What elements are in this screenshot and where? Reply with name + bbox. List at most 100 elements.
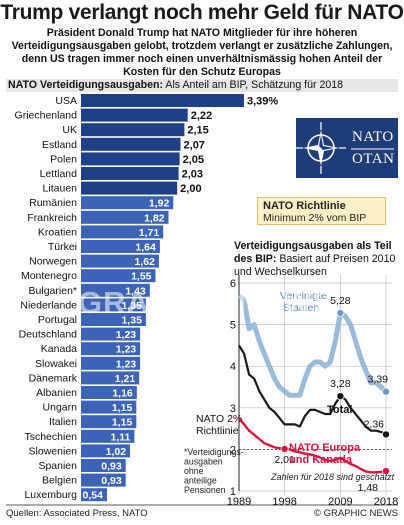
- intro-text: Präsident Donald Trump hat NATO Mitglied…: [11, 27, 393, 78]
- bar: [81, 210, 169, 224]
- bar-category-label: Griechenland: [15, 110, 78, 122]
- bar-category-label: Bulgarien*: [29, 285, 77, 297]
- bar-category-label: Slowenien: [29, 445, 78, 457]
- asterisk-note-line: anteilige: [184, 476, 217, 486]
- bar-category-label: Polen: [50, 153, 77, 165]
- bar-category-label: Tschechien: [24, 431, 77, 443]
- bar-value-label: 1,15: [112, 417, 133, 429]
- bar-chart-subtitle-rest: Als Anteil am BIP, Schätzung für 2018: [163, 79, 344, 91]
- bar-category-label: Italien: [49, 416, 77, 428]
- bar: [81, 167, 179, 180]
- bar-category-label: Niederlande: [20, 299, 77, 311]
- series-value-label: 2,01: [274, 454, 295, 466]
- guideline-subtitle: Minimum 2% vom BIP: [263, 212, 367, 224]
- line-chart-title-rest: Basiert auf Preisen 2010 und Wechselkurs…: [234, 253, 396, 278]
- bar: [81, 283, 150, 297]
- bar-value-label: 1,62: [134, 256, 155, 268]
- bar-category-label: Deutschland: [19, 329, 78, 341]
- bar: [81, 415, 137, 429]
- series-value-label: 5,28: [330, 295, 351, 307]
- credit-note: © GRAPHIC NEWS: [313, 508, 398, 519]
- bar-category-label: UK: [62, 124, 77, 136]
- bar-value-label: 1,64: [135, 242, 156, 254]
- bar-category-label: Spanien: [38, 460, 77, 472]
- page-title: Trump verlangt noch mehr Geld für NATO: [0, 1, 404, 24]
- series-name-europe: NATO Europa: [289, 442, 361, 454]
- series-line-europe: [238, 417, 387, 474]
- asterisk-note-line: Pensionen: [184, 485, 226, 495]
- series-value-label: 1,48: [358, 482, 379, 494]
- bar-category-label: Ungarn: [43, 402, 78, 414]
- bar-value-label: 1,21: [115, 373, 136, 385]
- series-value-label: 2,36: [364, 418, 385, 430]
- y-tick-label: 6: [230, 278, 236, 290]
- x-tick-label: 1989: [227, 496, 251, 508]
- series-point: [381, 387, 390, 396]
- bar-value-label: 0,93: [101, 461, 122, 473]
- bar: [81, 342, 141, 356]
- bar: [81, 269, 156, 283]
- x-tick-label: 1998: [272, 496, 296, 508]
- bar-category-label: Luxemburg: [24, 489, 77, 501]
- bar: [81, 488, 107, 502]
- nato-logo: NATO OTAN: [296, 118, 398, 178]
- guideline-title: NATO Richtlinie: [263, 200, 346, 212]
- y-tick-label: 3: [230, 403, 236, 415]
- bar-category-label: Norwegen: [29, 256, 77, 268]
- nato-logo-text-2: OTAN: [352, 151, 395, 167]
- y-tick-label: 5: [230, 320, 236, 332]
- x-tick-label: 2009: [328, 496, 352, 508]
- bar-value-label: 1,11: [111, 431, 131, 443]
- bar-value-label: 1,16: [112, 388, 133, 400]
- bar-value-label: 1,43: [125, 285, 146, 297]
- series-line-total: [238, 344, 387, 436]
- bar-category-label: Kroatien: [38, 226, 77, 238]
- nato-logo-text-1: NATO: [352, 129, 394, 145]
- y-tick-label: 2: [230, 444, 236, 456]
- bar-value-label: 1,92: [149, 198, 170, 210]
- guideline-box: NATO Richtlinie Minimum 2% vom BIP: [257, 197, 386, 225]
- reference-label: Richtlinie: [196, 425, 239, 437]
- series-name-us: Staaten: [283, 302, 319, 314]
- bar-value-label: 1,15: [112, 402, 133, 414]
- bar-category-label: Rumänien: [29, 197, 77, 209]
- series-point: [280, 444, 289, 453]
- bar-category-label: Portugal: [38, 314, 77, 326]
- bar: [81, 240, 160, 253]
- bar-category-label: Lettland: [40, 168, 78, 180]
- bar-value-label: 2,03: [182, 169, 203, 181]
- bar-category-label: Slowakei: [35, 358, 77, 370]
- asterisk-note-line: *Verteidigungs-: [184, 447, 244, 457]
- bar-category-label: Dänemark: [29, 372, 78, 384]
- series-name-us: Vereinigte: [280, 290, 327, 302]
- bar: [81, 473, 126, 487]
- line-chart-title-bold: Verteidigungsausgaben als Teil des BIP:: [234, 240, 392, 265]
- bar-value-label: 2,15: [187, 125, 208, 137]
- bar-category-label: Frankreich: [27, 212, 77, 224]
- bar-chart-subtitle-bold: NATO Verteidigungsausgaben:: [8, 79, 164, 91]
- bar-value-label: 2,22: [191, 110, 212, 122]
- series-point: [336, 392, 345, 401]
- bar-category-label: Estland: [42, 139, 77, 151]
- bar-value-label: 1,23: [116, 358, 137, 370]
- bar: [81, 137, 181, 151]
- bar-value-label: 2,07: [184, 139, 205, 151]
- bar-value-label: 1,02: [106, 446, 127, 458]
- bar: [81, 429, 135, 443]
- bar-value-label: 1,23: [116, 329, 137, 341]
- bar: [81, 459, 126, 472]
- line-chart-title: Verteidigungsausgaben als Teil des BIP: …: [234, 240, 400, 279]
- bar-value-label: 2,00: [180, 183, 201, 195]
- bar: [81, 196, 174, 210]
- x-tick-label: 2018: [374, 496, 398, 508]
- bar-category-label: Belgien: [42, 475, 77, 487]
- bar: [81, 181, 178, 195]
- bar: [81, 298, 146, 312]
- series-value-label: 3,39: [368, 374, 389, 386]
- source-note: Quellen: Associated Press, NATO: [6, 508, 148, 519]
- bar: [81, 313, 146, 326]
- bar-value-label: 0,93: [101, 475, 122, 487]
- bar-chart-subtitle: NATO Verteidigungsausgaben: Als Anteil a…: [6, 79, 398, 92]
- estimate-note: Zahlen für 2018 sind geschätzt: [270, 472, 395, 482]
